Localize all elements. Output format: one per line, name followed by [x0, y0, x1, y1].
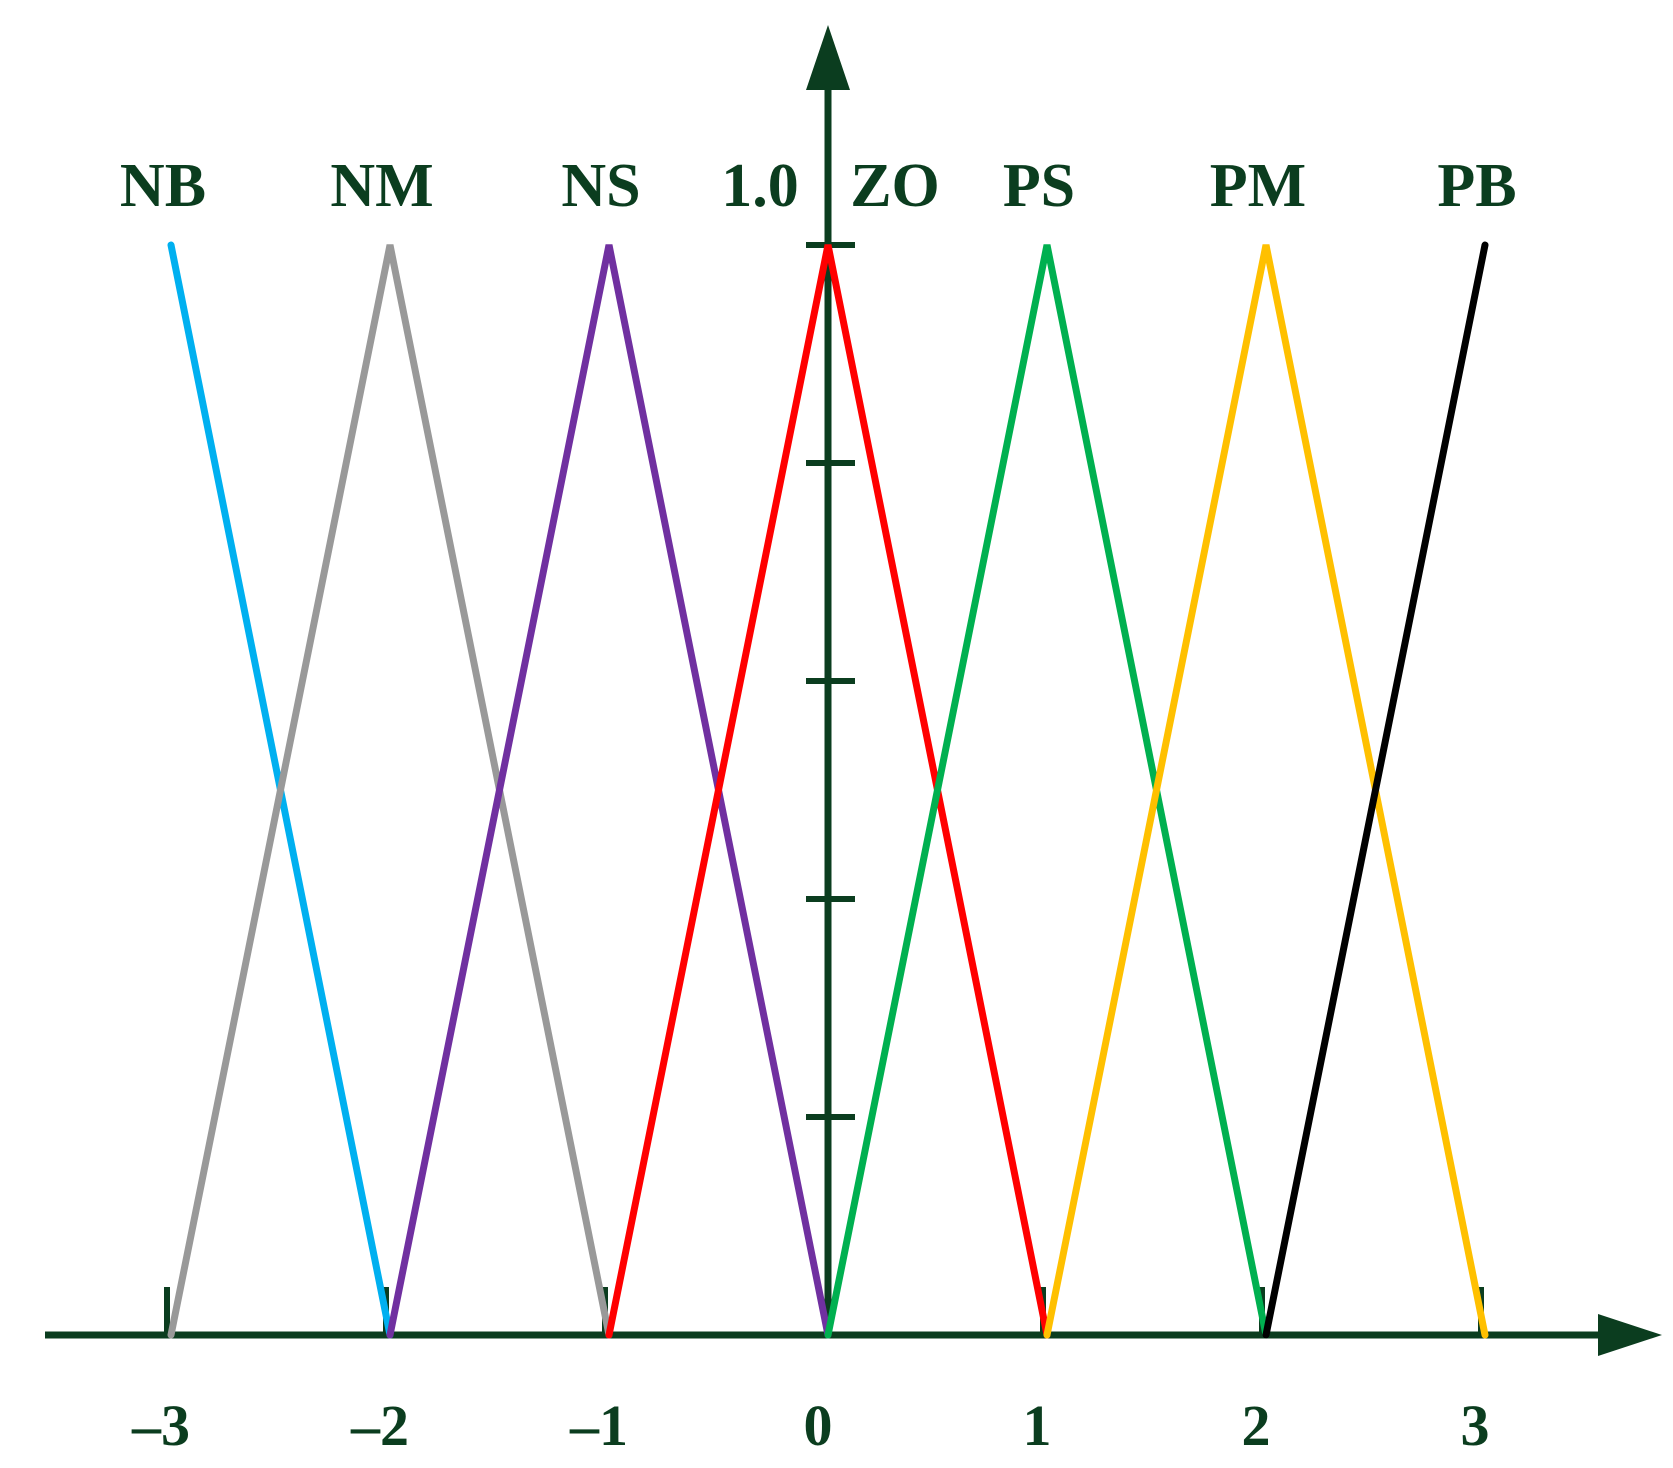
series-ps-line — [824, 244, 1270, 1339]
x-tick-label-2: –2 — [350, 1393, 409, 1458]
series-nm-line — [167, 244, 613, 1339]
membership-labels: NB NM NS ZO PS PM PB — [120, 152, 1517, 220]
series-zo-line — [605, 244, 1051, 1339]
series-pb-line — [1262, 241, 1489, 1339]
series-label-pm: PM — [1210, 152, 1306, 220]
series-ns-line — [386, 244, 832, 1339]
axes — [45, 25, 1662, 1356]
series-label-nm: NM — [330, 152, 433, 220]
x-tick-label-1: –3 — [131, 1393, 190, 1458]
series-pm-line — [1043, 244, 1489, 1339]
series-label-zo: ZO — [850, 152, 940, 220]
x-tick-label-4: 0 — [804, 1393, 833, 1458]
x-tick-labels: –3 –2 –1 0 1 2 3 — [131, 1393, 1490, 1458]
y-tick-label-top: 1.0 — [721, 152, 799, 220]
x-tick-label-7: 3 — [1461, 1393, 1490, 1458]
x-tick-label-5: 1 — [1023, 1393, 1052, 1458]
x-tick-label-6: 2 — [1242, 1393, 1271, 1458]
x-tick-label-3: –1 — [569, 1393, 628, 1458]
series-label-pb: PB — [1437, 152, 1516, 220]
series-label-ns: NS — [561, 152, 640, 220]
series-lines — [167, 241, 1489, 1339]
series-label-nb: NB — [120, 152, 206, 220]
x-axis-arrow-icon — [1598, 1314, 1662, 1356]
series-label-ps: PS — [1003, 152, 1075, 220]
y-axis-arrow-icon — [806, 25, 850, 90]
